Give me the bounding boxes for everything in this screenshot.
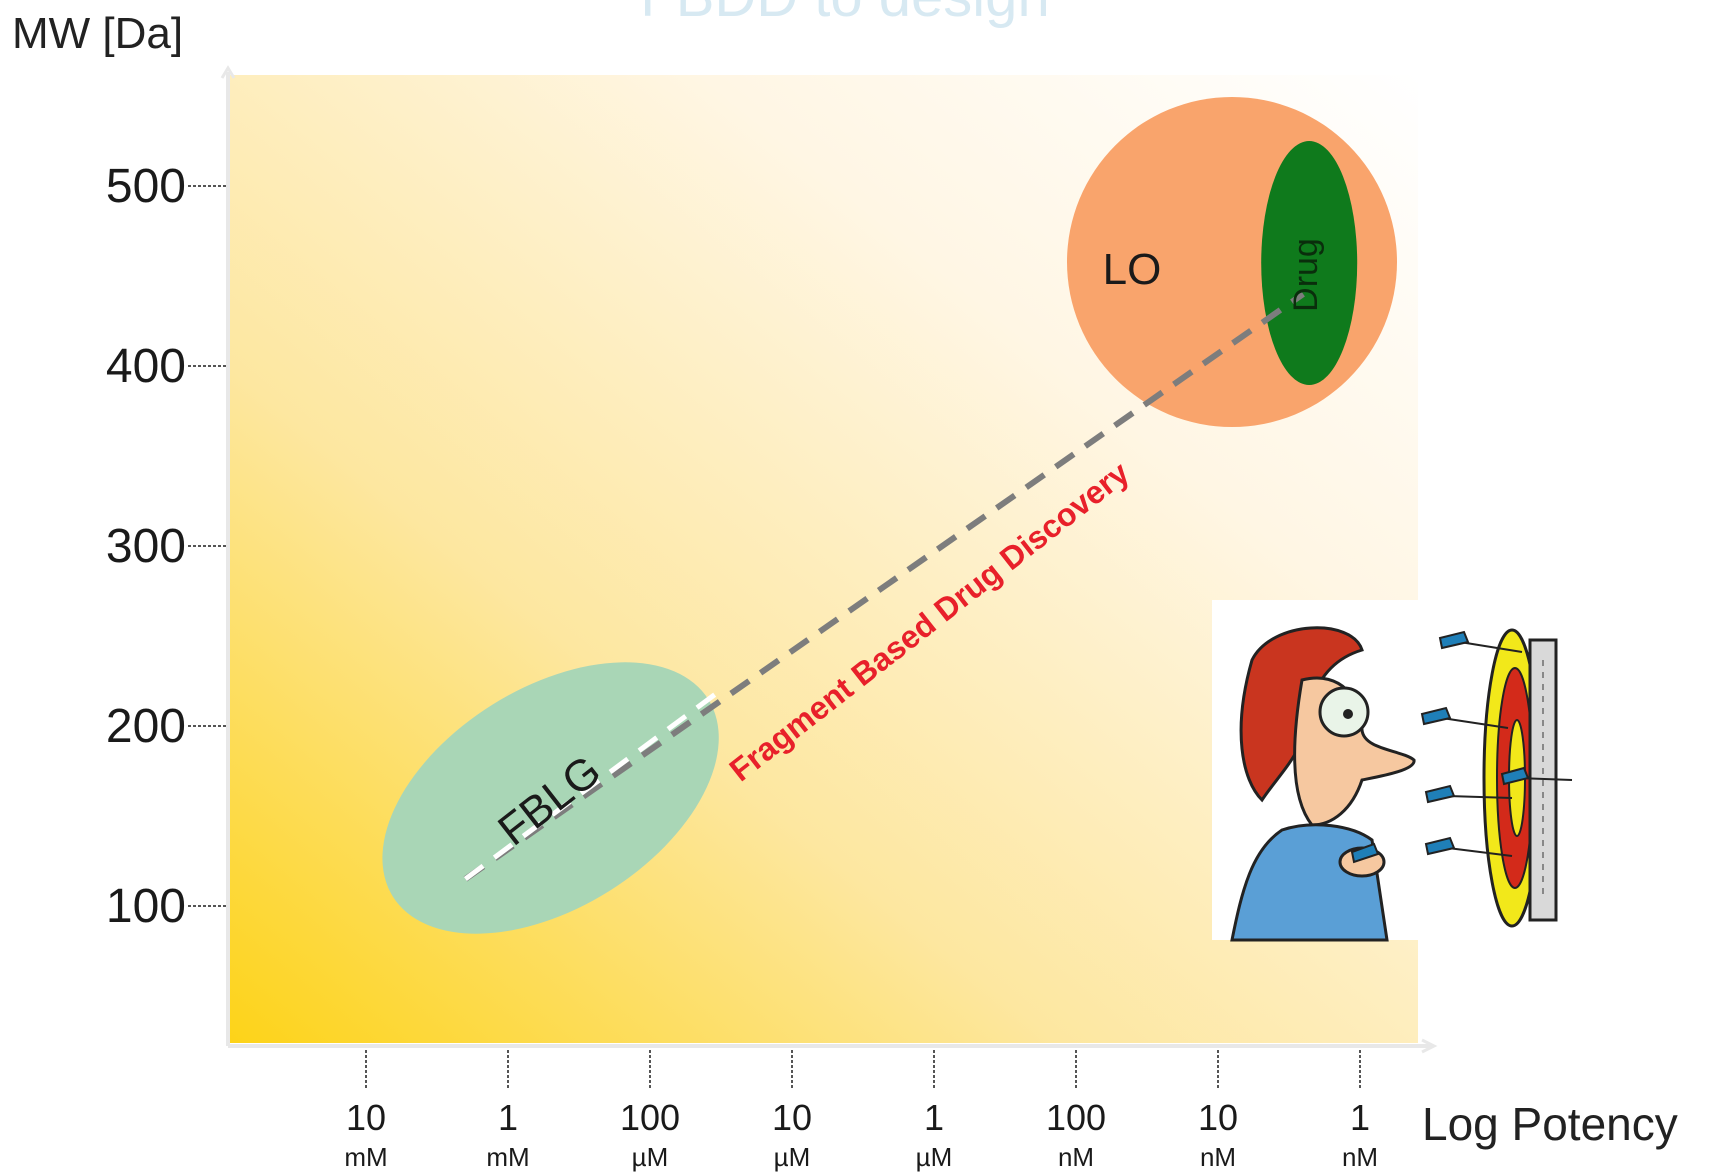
fbdd-trend-line bbox=[463, 291, 1305, 882]
lo-label: LO bbox=[1103, 245, 1162, 294]
drug-label: Drug bbox=[1287, 238, 1325, 312]
x-tick-unit: nM bbox=[1058, 1142, 1094, 1172]
x-tick-value: 10 bbox=[346, 1097, 386, 1138]
y-tick-label: 200 bbox=[106, 700, 186, 753]
x-tick-value: 10 bbox=[772, 1097, 812, 1138]
x-tick-value: 1 bbox=[498, 1097, 518, 1138]
drug-region bbox=[1261, 141, 1358, 385]
x-tick-value: 10 bbox=[1198, 1097, 1238, 1138]
x-tick-value: 1 bbox=[924, 1097, 944, 1138]
fbdd-trend-line-inner bbox=[463, 687, 723, 882]
x-tick-unit: µM bbox=[774, 1142, 811, 1172]
y-tick-label: 500 bbox=[106, 160, 186, 213]
y-tick-label: 300 bbox=[106, 520, 186, 573]
x-tick-unit: nM bbox=[1200, 1142, 1236, 1172]
y-tick-label: 100 bbox=[106, 880, 186, 933]
x-tick-unit: µM bbox=[632, 1142, 669, 1172]
x-tick-unit: µM bbox=[916, 1142, 953, 1172]
x-tick-value: 100 bbox=[620, 1097, 680, 1138]
y-axis-title: MW [Da] bbox=[12, 9, 183, 58]
x-tick-unit: nM bbox=[1342, 1142, 1378, 1172]
x-tick-value: 100 bbox=[1046, 1097, 1106, 1138]
x-tick-value: 1 bbox=[1350, 1097, 1370, 1138]
header-fragment: FBDD to design bbox=[640, 0, 1049, 29]
x-axis-ticks: 10 mM 1 mM 100 µM 10 µM 1 µM 100 nM 10 nM 1 nM bbox=[344, 1050, 1378, 1172]
dart-thrower-illustration bbox=[1212, 600, 1597, 942]
fblg-region bbox=[382, 662, 719, 934]
y-axis-ticks: 100 200 300 400 500 bbox=[106, 160, 226, 933]
y-tick-label: 400 bbox=[106, 340, 186, 393]
x-axis-title: Log Potency bbox=[1422, 1098, 1678, 1150]
x-tick-unit: mM bbox=[344, 1142, 387, 1172]
x-tick-unit: mM bbox=[486, 1142, 529, 1172]
y-axis-arrow bbox=[220, 65, 236, 79]
x-axis-arrow bbox=[1421, 1038, 1438, 1054]
